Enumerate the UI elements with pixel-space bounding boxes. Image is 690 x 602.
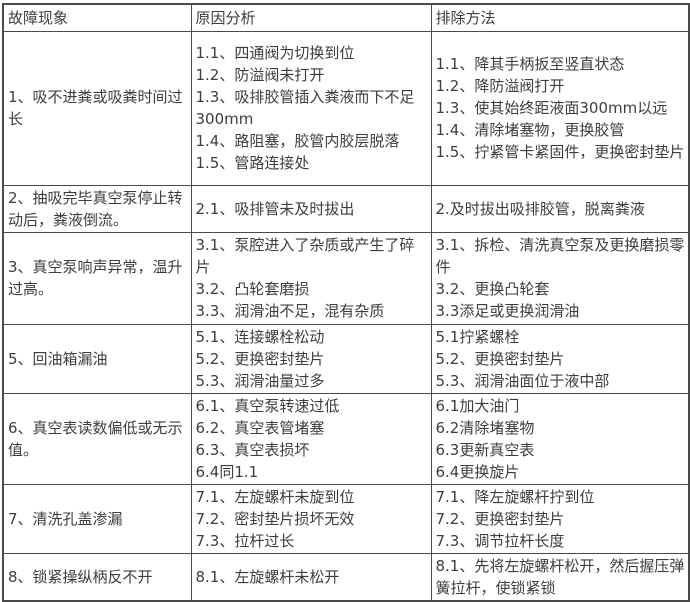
table-body: 1、吸不进粪或吸粪时间过长 1.1、四通阀为切换到位 1.2、防溢阀未打开 1.… <box>2 30 690 602</box>
solution-line: 7.1、降左旋螺杆拧到位 <box>435 487 595 506</box>
solution-line: 7.3、调节拉杆长度 <box>435 531 565 550</box>
column-header-remedy: 排除方法 <box>430 3 690 32</box>
cause-line: 5.2、更换密封垫片 <box>195 349 325 368</box>
solution-line: 6.1加大油门 <box>435 396 520 415</box>
cause-line: 1.5、管路连接处 <box>195 154 310 172</box>
causes-cell: 1.1、四通阀为切换到位 1.2、防溢阀未打开 1.3、吸排胶管插入粪液而下不足… <box>190 30 432 186</box>
solutions-cell: 2.及时拔出吸排胶管，脱离粪液 <box>430 184 690 233</box>
table-row: 2、抽吸完毕真空泵停止转动后，粪液倒流。 2.1、吸排管未及时拔出 2.及时拔出… <box>2 184 690 233</box>
cause-line: 1.4、路阻塞，胶管内胶层脱落 <box>195 132 400 150</box>
column-header-cause-analysis: 原因分析 <box>190 3 432 32</box>
solution-line: 1.3、使其始终距液面300mm以远 <box>435 99 668 117</box>
cause-line: 7.3、拉杆过长 <box>195 531 295 550</box>
solutions-cell: 1.1、降其手柄扳至竖直状态 1.2、降防溢阀打开 1.3、使其始终距液面300… <box>430 30 690 186</box>
solution-line: 1.1、降其手柄扳至竖直状态 <box>435 55 625 73</box>
cause-line: 6.4同1.1 <box>195 462 259 481</box>
solution-line: 1.4、清除堵塞物，更换胶管 <box>435 121 625 139</box>
phenomenon-cell: 1、吸不进粪或吸粪时间过长 <box>2 30 192 186</box>
phenomenon-cell: 7、清洗孔盖渗漏 <box>2 483 192 554</box>
cause-line: 6.2、真空表管堵塞 <box>195 418 325 437</box>
cause-line: 3.1、泵腔进入了杂质或产生了碎片 <box>195 236 415 276</box>
cause-line: 5.3、润滑油量过多 <box>195 371 325 390</box>
table-row: 1、吸不进粪或吸粪时间过长 1.1、四通阀为切换到位 1.2、防溢阀未打开 1.… <box>2 30 690 186</box>
causes-cell: 2.1、吸排管未及时拔出 <box>190 184 432 233</box>
solution-line: 7.2、更换密封垫片 <box>435 509 565 528</box>
solutions-cell: 8.1、先将左旋螺杆松开，然后握压弹簧拉杆，使锁紧锁 <box>430 552 690 602</box>
solution-line: 6.2清除堵塞物 <box>435 418 535 437</box>
causes-cell: 8.1、左旋螺杆未松开 <box>190 552 432 602</box>
phenomenon-cell: 8、锁紧操纵柄反不开 <box>2 552 192 602</box>
solution-line: 1.2、降防溢阀打开 <box>435 77 565 95</box>
solution-line: 5.1拧紧螺栓 <box>435 327 520 346</box>
phenomenon-cell: 2、抽吸完毕真空泵停止转动后，粪液倒流。 <box>2 184 192 233</box>
causes-cell: 6.1、真空泵转速过低 6.2、真空表管堵塞 6.3、真空表损坏 6.4同1.1 <box>190 392 432 485</box>
causes-cell: 7.1、左旋螺杆未旋到位 7.2、密封垫片损坏无效 7.3、拉杆过长 <box>190 483 432 554</box>
table-row: 8、锁紧操纵柄反不开 8.1、左旋螺杆未松开 8.1、先将左旋螺杆松开，然后握压… <box>2 552 690 602</box>
solution-line: 3.2、更换凸轮套 <box>435 280 550 298</box>
phenomenon-cell: 3、真空泵响声异常，温升过高。 <box>2 231 192 325</box>
troubleshooting-table: 故障现象 原因分析 排除方法 1、吸不进粪或吸粪时间过长 1.1、四通阀为切换到… <box>2 3 690 602</box>
phenomenon-cell: 5、回油箱漏油 <box>2 323 192 394</box>
solution-line: 5.2、更换密封垫片 <box>435 349 565 368</box>
header-row: 故障现象 原因分析 排除方法 <box>2 3 690 32</box>
table-header: 故障现象 原因分析 排除方法 <box>2 3 690 32</box>
solutions-cell: 5.1拧紧螺栓 5.2、更换密封垫片 5.3、润滑油面位于液中部 <box>430 323 690 394</box>
cause-line: 8.1、左旋螺杆未松开 <box>195 567 340 586</box>
cause-line: 7.2、密封垫片损坏无效 <box>195 509 355 528</box>
solution-line: 8.1、先将左旋螺杆松开，然后握压弹簧拉杆，使锁紧锁 <box>435 556 685 597</box>
cause-line: 3.2、凸轮套磨损 <box>195 280 310 298</box>
causes-cell: 3.1、泵腔进入了杂质或产生了碎片 3.2、凸轮套磨损 3.3、润滑油不足，混有… <box>190 231 432 325</box>
table-row: 7、清洗孔盖渗漏 7.1、左旋螺杆未旋到位 7.2、密封垫片损坏无效 7.3、拉… <box>2 483 690 554</box>
solution-line: 6.3更新真空表 <box>435 440 535 459</box>
solutions-cell: 3.1、拆检、清洗真空泵及更换磨损零件 3.2、更换凸轮套 3.3添足或更换润滑… <box>430 231 690 325</box>
cause-line: 7.1、左旋螺杆未旋到位 <box>195 487 355 506</box>
table-row: 6、真空表读数偏低或无示值。 6.1、真空泵转速过低 6.2、真空表管堵塞 6.… <box>2 392 690 485</box>
solutions-cell: 7.1、降左旋螺杆拧到位 7.2、更换密封垫片 7.3、调节拉杆长度 <box>430 483 690 554</box>
cause-line: 5.1、连接螺栓松动 <box>195 327 325 346</box>
solution-line: 3.1、拆检、清洗真空泵及更换磨损零件 <box>435 236 685 276</box>
solution-line: 1.5、拧紧管卡紧固件，更换密封垫片 <box>435 143 685 161</box>
solution-line: 5.3、润滑油面位于液中部 <box>435 371 610 390</box>
cause-line: 1.2、防溢阀未打开 <box>195 66 325 84</box>
cause-line: 6.1、真空泵转速过低 <box>195 396 340 415</box>
cause-line: 3.3、润滑油不足，混有杂质 <box>195 302 385 320</box>
cause-line: 2.1、吸排管未及时拔出 <box>195 199 355 218</box>
cause-line: 1.3、吸排胶管插入粪液而下不足300mm <box>195 88 415 128</box>
column-header-phenomenon: 故障现象 <box>2 3 192 32</box>
table-row: 5、回油箱漏油 5.1、连接螺栓松动 5.2、更换密封垫片 5.3、润滑油量过多… <box>2 323 690 394</box>
table-row: 3、真空泵响声异常，温升过高。 3.1、泵腔进入了杂质或产生了碎片 3.2、凸轮… <box>2 231 690 325</box>
causes-cell: 5.1、连接螺栓松动 5.2、更换密封垫片 5.3、润滑油量过多 <box>190 323 432 394</box>
solution-line: 2.及时拔出吸排胶管，脱离粪液 <box>435 199 645 218</box>
solutions-cell: 6.1加大油门 6.2清除堵塞物 6.3更新真空表 6.4更换旋片 <box>430 392 690 485</box>
solution-line: 3.3添足或更换润滑油 <box>435 302 580 320</box>
cause-line: 1.1、四通阀为切换到位 <box>195 44 355 62</box>
phenomenon-cell: 6、真空表读数偏低或无示值。 <box>2 392 192 485</box>
solution-line: 6.4更换旋片 <box>435 462 520 481</box>
cause-line: 6.3、真空表损坏 <box>195 440 310 459</box>
